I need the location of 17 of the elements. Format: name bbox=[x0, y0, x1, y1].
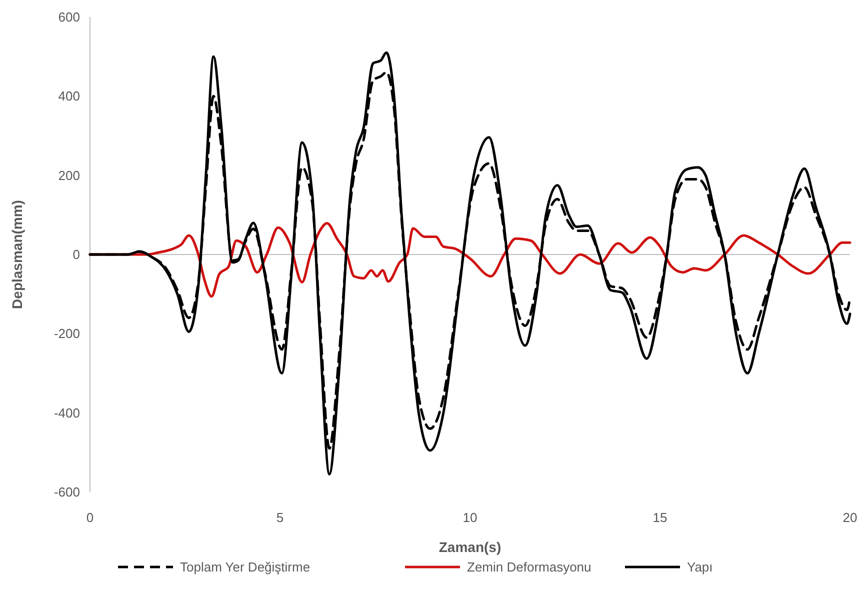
x-axis-title: Zaman(s) bbox=[438, 539, 502, 555]
legend-label: Yapı bbox=[687, 560, 713, 575]
y-tick-label: 0 bbox=[72, 247, 80, 262]
x-tick-label: 0 bbox=[86, 510, 94, 525]
x-tick-label: 15 bbox=[652, 510, 668, 525]
legend-label: Toplam Yer Değiştirme bbox=[180, 560, 310, 575]
y-tick-label: 400 bbox=[58, 88, 80, 104]
x-tick-label: 5 bbox=[276, 510, 284, 525]
y-tick-label: -400 bbox=[54, 405, 80, 420]
x-tick-label: 10 bbox=[462, 510, 478, 525]
y-axis-title: Deplasman(mm) bbox=[9, 200, 25, 309]
y-tick-label: 200 bbox=[58, 168, 80, 183]
x-tick-label: 20 bbox=[842, 510, 858, 525]
y-tick-label: -200 bbox=[54, 326, 80, 342]
legend-label: Zemin Deformasyonu bbox=[467, 560, 592, 575]
y-tick-label: 600 bbox=[58, 10, 80, 25]
y-tick-label: -600 bbox=[54, 484, 80, 500]
